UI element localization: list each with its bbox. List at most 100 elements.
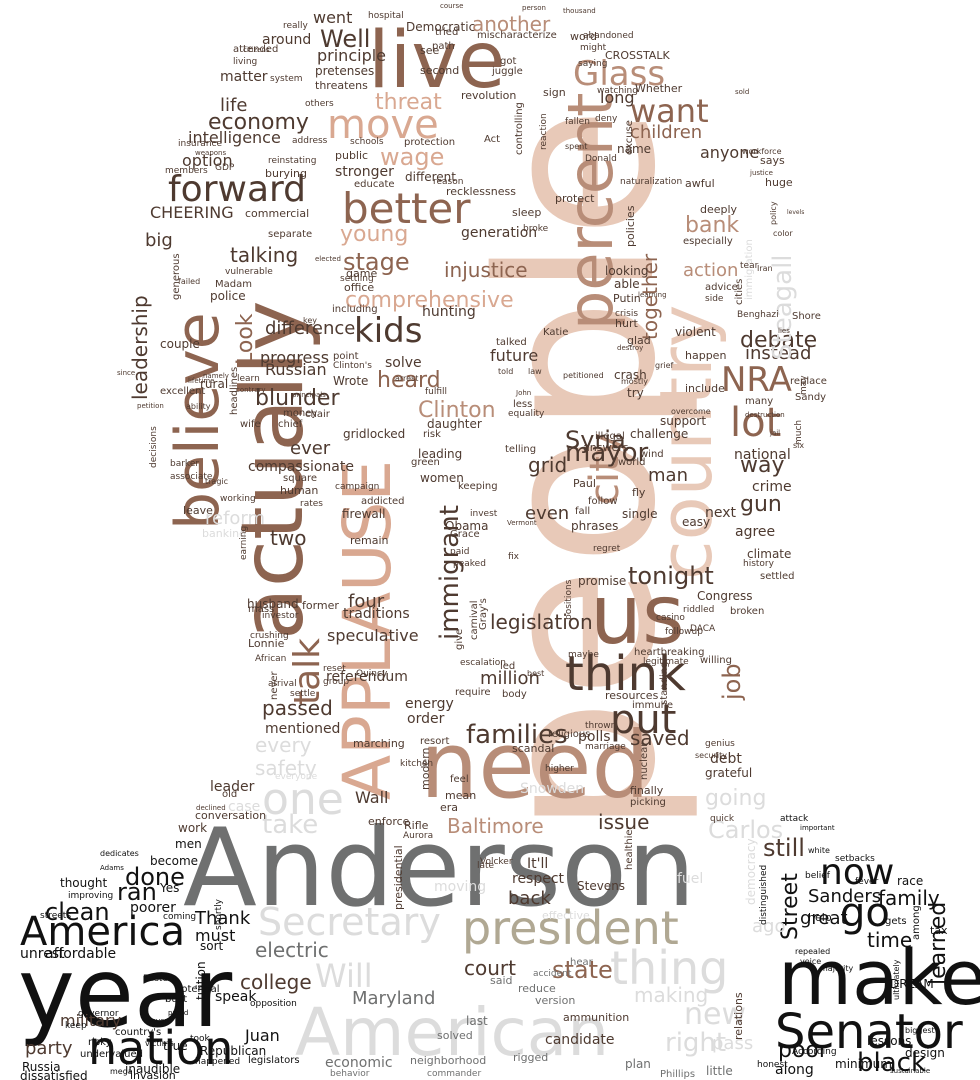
word-eastern: Eastern <box>143 974 178 984</box>
word-talking: talking <box>230 243 299 267</box>
word-contrary: contrary <box>236 386 266 394</box>
word-marriage: marriage <box>585 742 626 752</box>
word-crisis: crisis <box>615 309 639 319</box>
word-law: law <box>528 367 542 376</box>
word-agree: agree <box>735 524 776 540</box>
word-senator: Senator <box>775 1004 963 1060</box>
word-thank: Thank <box>195 908 251 929</box>
word-threat: threat <box>375 90 442 115</box>
word-state: state <box>552 956 613 984</box>
word-race: race <box>897 874 924 888</box>
word-issue: issue <box>598 810 650 834</box>
word-paul: Paul <box>573 477 596 490</box>
word-grief: grief <box>655 361 674 370</box>
word-chair: chair <box>305 409 330 420</box>
word-jail: jail <box>770 429 781 437</box>
word-answers: answers <box>583 441 629 454</box>
word-going: going <box>705 786 767 811</box>
word-hurt: hurt <box>615 317 638 330</box>
word-educate: educate <box>354 179 395 190</box>
word-nation: nation <box>88 1021 234 1075</box>
word-work: work <box>178 821 208 835</box>
word-vermont: Vermont <box>507 519 537 527</box>
word-national: national <box>734 447 791 463</box>
word-solve: solve <box>385 355 422 371</box>
word-nra: NRA <box>721 360 792 400</box>
word-move: move <box>327 102 439 148</box>
word-healthier: healthier <box>624 825 635 870</box>
word-firewall: firewall <box>342 507 386 521</box>
word-office: office <box>344 281 375 294</box>
word-repealed: repealed <box>795 947 831 956</box>
word-principals: principals <box>292 391 326 399</box>
word-weapons: weapons <box>195 149 227 157</box>
word-riddled: riddled <box>683 605 715 615</box>
word-tonight: tonight <box>628 562 714 590</box>
word-person: person <box>522 4 546 12</box>
word-game: game <box>346 267 378 280</box>
word-dissatisfied: dissatisfied <box>20 1069 88 1080</box>
word-best: best <box>527 669 545 678</box>
word-volcker: Volcker <box>480 857 513 867</box>
word-associate: associate <box>170 472 213 482</box>
word-next: next <box>705 505 737 521</box>
word-american: American <box>295 994 610 1071</box>
word-mean: mean <box>445 789 477 802</box>
word-leading: leading <box>418 447 463 461</box>
word-pretenses: pretenses <box>315 64 375 78</box>
word-learned: learned <box>926 901 951 985</box>
word-voice: voice <box>800 957 822 966</box>
word-attended: attended <box>233 44 279 55</box>
word-behavior: behavior <box>330 1069 370 1079</box>
word-ran: ran <box>117 878 157 906</box>
word-around: around <box>262 32 312 48</box>
word-majority: majority <box>820 964 854 973</box>
word-awful: awful <box>685 177 715 190</box>
word-traditions: traditions <box>343 606 410 622</box>
word-willing: willing <box>700 655 732 666</box>
word-forward: forward <box>168 169 307 210</box>
word-attack: attack <box>780 814 809 824</box>
word-former: former <box>302 599 339 612</box>
word-happened: happened <box>195 1057 241 1067</box>
word-little: little <box>706 1064 733 1078</box>
word-live: live <box>368 16 506 106</box>
word-nuclear: nuclear <box>639 742 650 780</box>
word-live-small: living <box>233 57 258 67</box>
word-katie: Katie <box>543 327 569 338</box>
word-great: great <box>800 908 848 929</box>
word-destroy: destroy <box>617 344 644 352</box>
word-intelligence: intelligence <box>188 128 281 147</box>
word-advice: advice <box>705 282 738 293</box>
word-accident: accident <box>533 969 572 979</box>
word-blunder: blunder <box>255 386 340 411</box>
word-putin: Putin <box>613 292 641 305</box>
word-honest: honest <box>757 1060 788 1070</box>
word-system: system <box>270 74 303 84</box>
word-pass: pass <box>712 1033 754 1054</box>
word-shore: Shore <box>792 311 821 322</box>
word-another: another <box>472 12 551 36</box>
word-lifetime: lifetime <box>188 377 215 385</box>
word-party: party <box>25 1038 73 1059</box>
word-speak: speak <box>215 989 257 1005</box>
word-belief: belief <box>805 871 830 881</box>
word-petition: petition <box>137 402 164 410</box>
word-namely: namely <box>203 372 229 380</box>
word-petitioned: petitioned <box>563 371 604 380</box>
word-matter: matter <box>220 69 268 85</box>
word-aurora: Aurora <box>403 831 434 841</box>
word-economic: economic <box>325 1055 393 1071</box>
word-old: old <box>222 789 238 800</box>
word-remain: remain <box>350 534 389 547</box>
word-clinton-s: Clinton's <box>333 361 372 371</box>
word-case: case <box>228 799 261 815</box>
word-last: last <box>466 1014 488 1028</box>
word-promise: promise <box>578 574 627 588</box>
word-maybe: maybe <box>568 650 599 660</box>
word-president: president <box>462 901 679 955</box>
word-instead: instead <box>745 343 812 364</box>
word-word: word <box>570 30 598 43</box>
word-grateful: grateful <box>705 766 753 780</box>
word-difference: difference <box>265 318 356 339</box>
